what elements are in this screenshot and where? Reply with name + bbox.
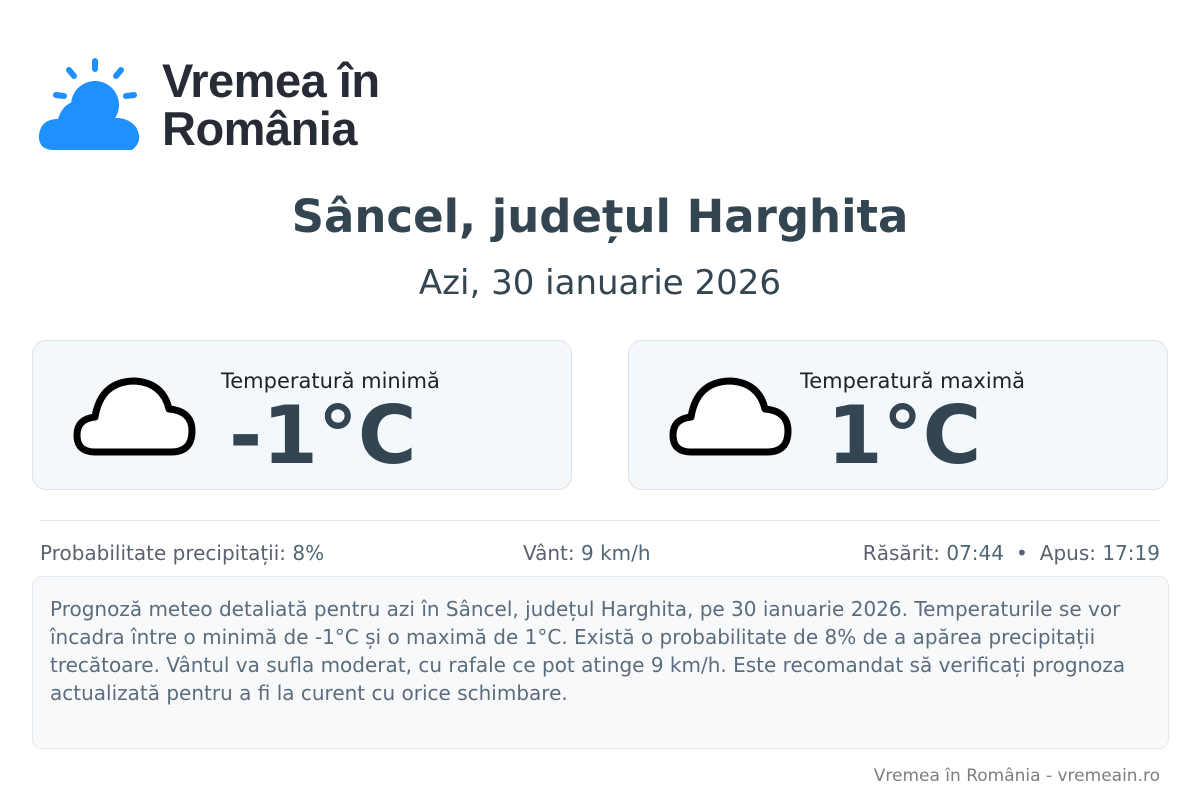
sun-cloud-logo-icon xyxy=(38,58,140,150)
precipitation-label: Probabilitate precipitații: xyxy=(40,541,293,565)
brand-line-1: Vremea în xyxy=(162,54,380,107)
brand-line-2: România xyxy=(162,102,357,155)
precipitation-stat: Probabilitate precipitații: 8% xyxy=(40,541,324,565)
forecast-date: Azi, 30 ianuarie 2026 xyxy=(418,263,782,303)
sunset-value: 17:19 xyxy=(1102,541,1160,565)
sunrise-value: 07:44 xyxy=(946,541,1004,565)
footer-credit[interactable]: Vremea în România - vremeain.ro xyxy=(873,766,1160,786)
brand-name: Vremea în România xyxy=(162,57,380,153)
min-temperature-value: -1°C xyxy=(229,389,417,482)
separator-bullet: • xyxy=(1015,541,1028,565)
wind-stat: Vânt: 9 km/h xyxy=(523,541,651,565)
page-title: Sâncel, județul Harghita xyxy=(291,190,909,243)
max-temperature-value: 1°C xyxy=(827,389,982,482)
min-temperature-card: Temperatură minimă -1°C xyxy=(32,340,572,490)
wind-label: Vânt: xyxy=(523,541,581,565)
sunrise-label: Răsărit: xyxy=(862,541,947,565)
sun-times-stat: Răsărit: 07:44 • Apus: 17:19 xyxy=(863,541,1160,565)
max-temperature-card: Temperatură maximă 1°C xyxy=(628,340,1168,490)
forecast-description: Prognoză meteo detaliată pentru azi în S… xyxy=(32,576,1169,749)
sunset-label: Apus: xyxy=(1039,541,1103,565)
max-temperature-label: Temperatură maximă xyxy=(800,369,1026,393)
divider xyxy=(40,520,1160,521)
precipitation-value: 8% xyxy=(292,541,325,565)
logo[interactable]: Vremea în România xyxy=(36,55,380,155)
cloud-icon xyxy=(669,377,792,456)
min-temperature-label: Temperatură minimă xyxy=(221,369,440,393)
wind-value: 9 km/h xyxy=(581,541,651,565)
cloud-icon xyxy=(73,377,196,456)
